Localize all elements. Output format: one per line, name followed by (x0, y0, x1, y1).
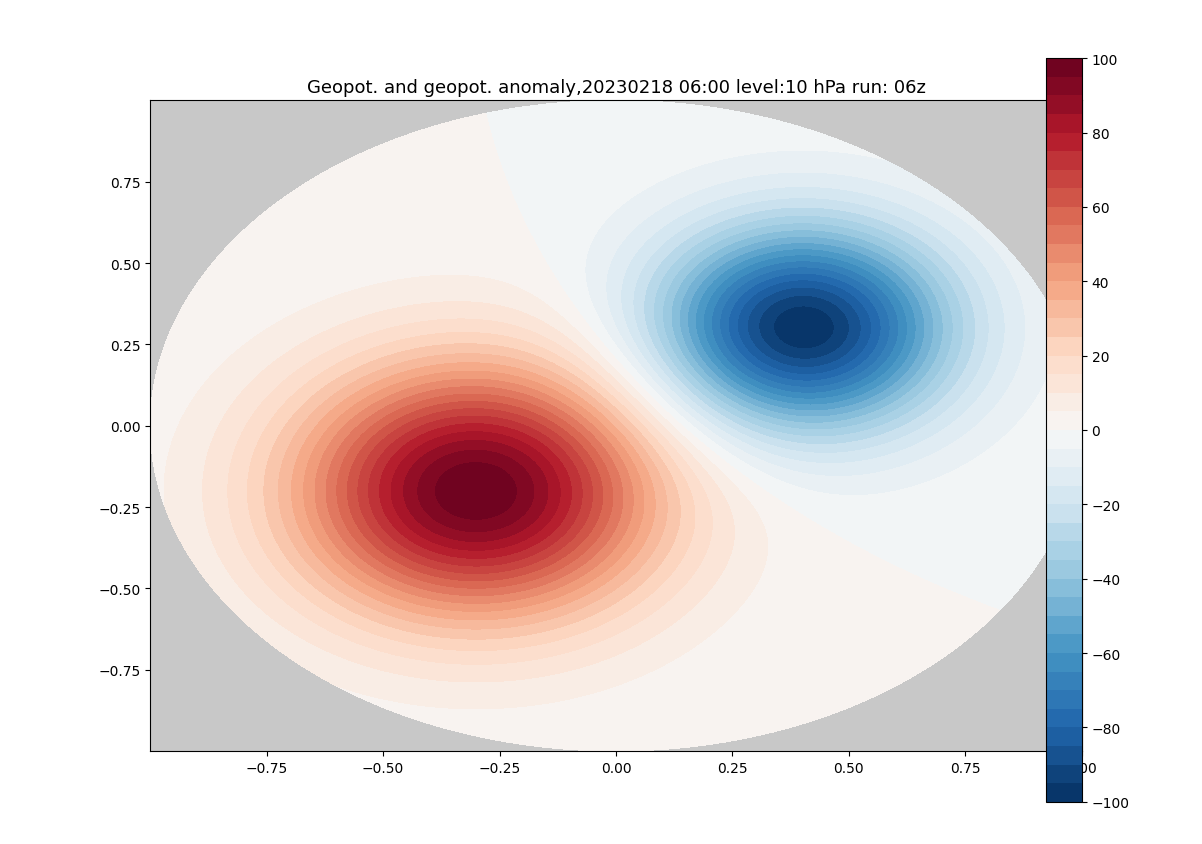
Title: Geopot. and geopot. anomaly,20230218 06:00 level:10 hPa run: 06z: Geopot. and geopot. anomaly,20230218 06:… (307, 79, 926, 97)
